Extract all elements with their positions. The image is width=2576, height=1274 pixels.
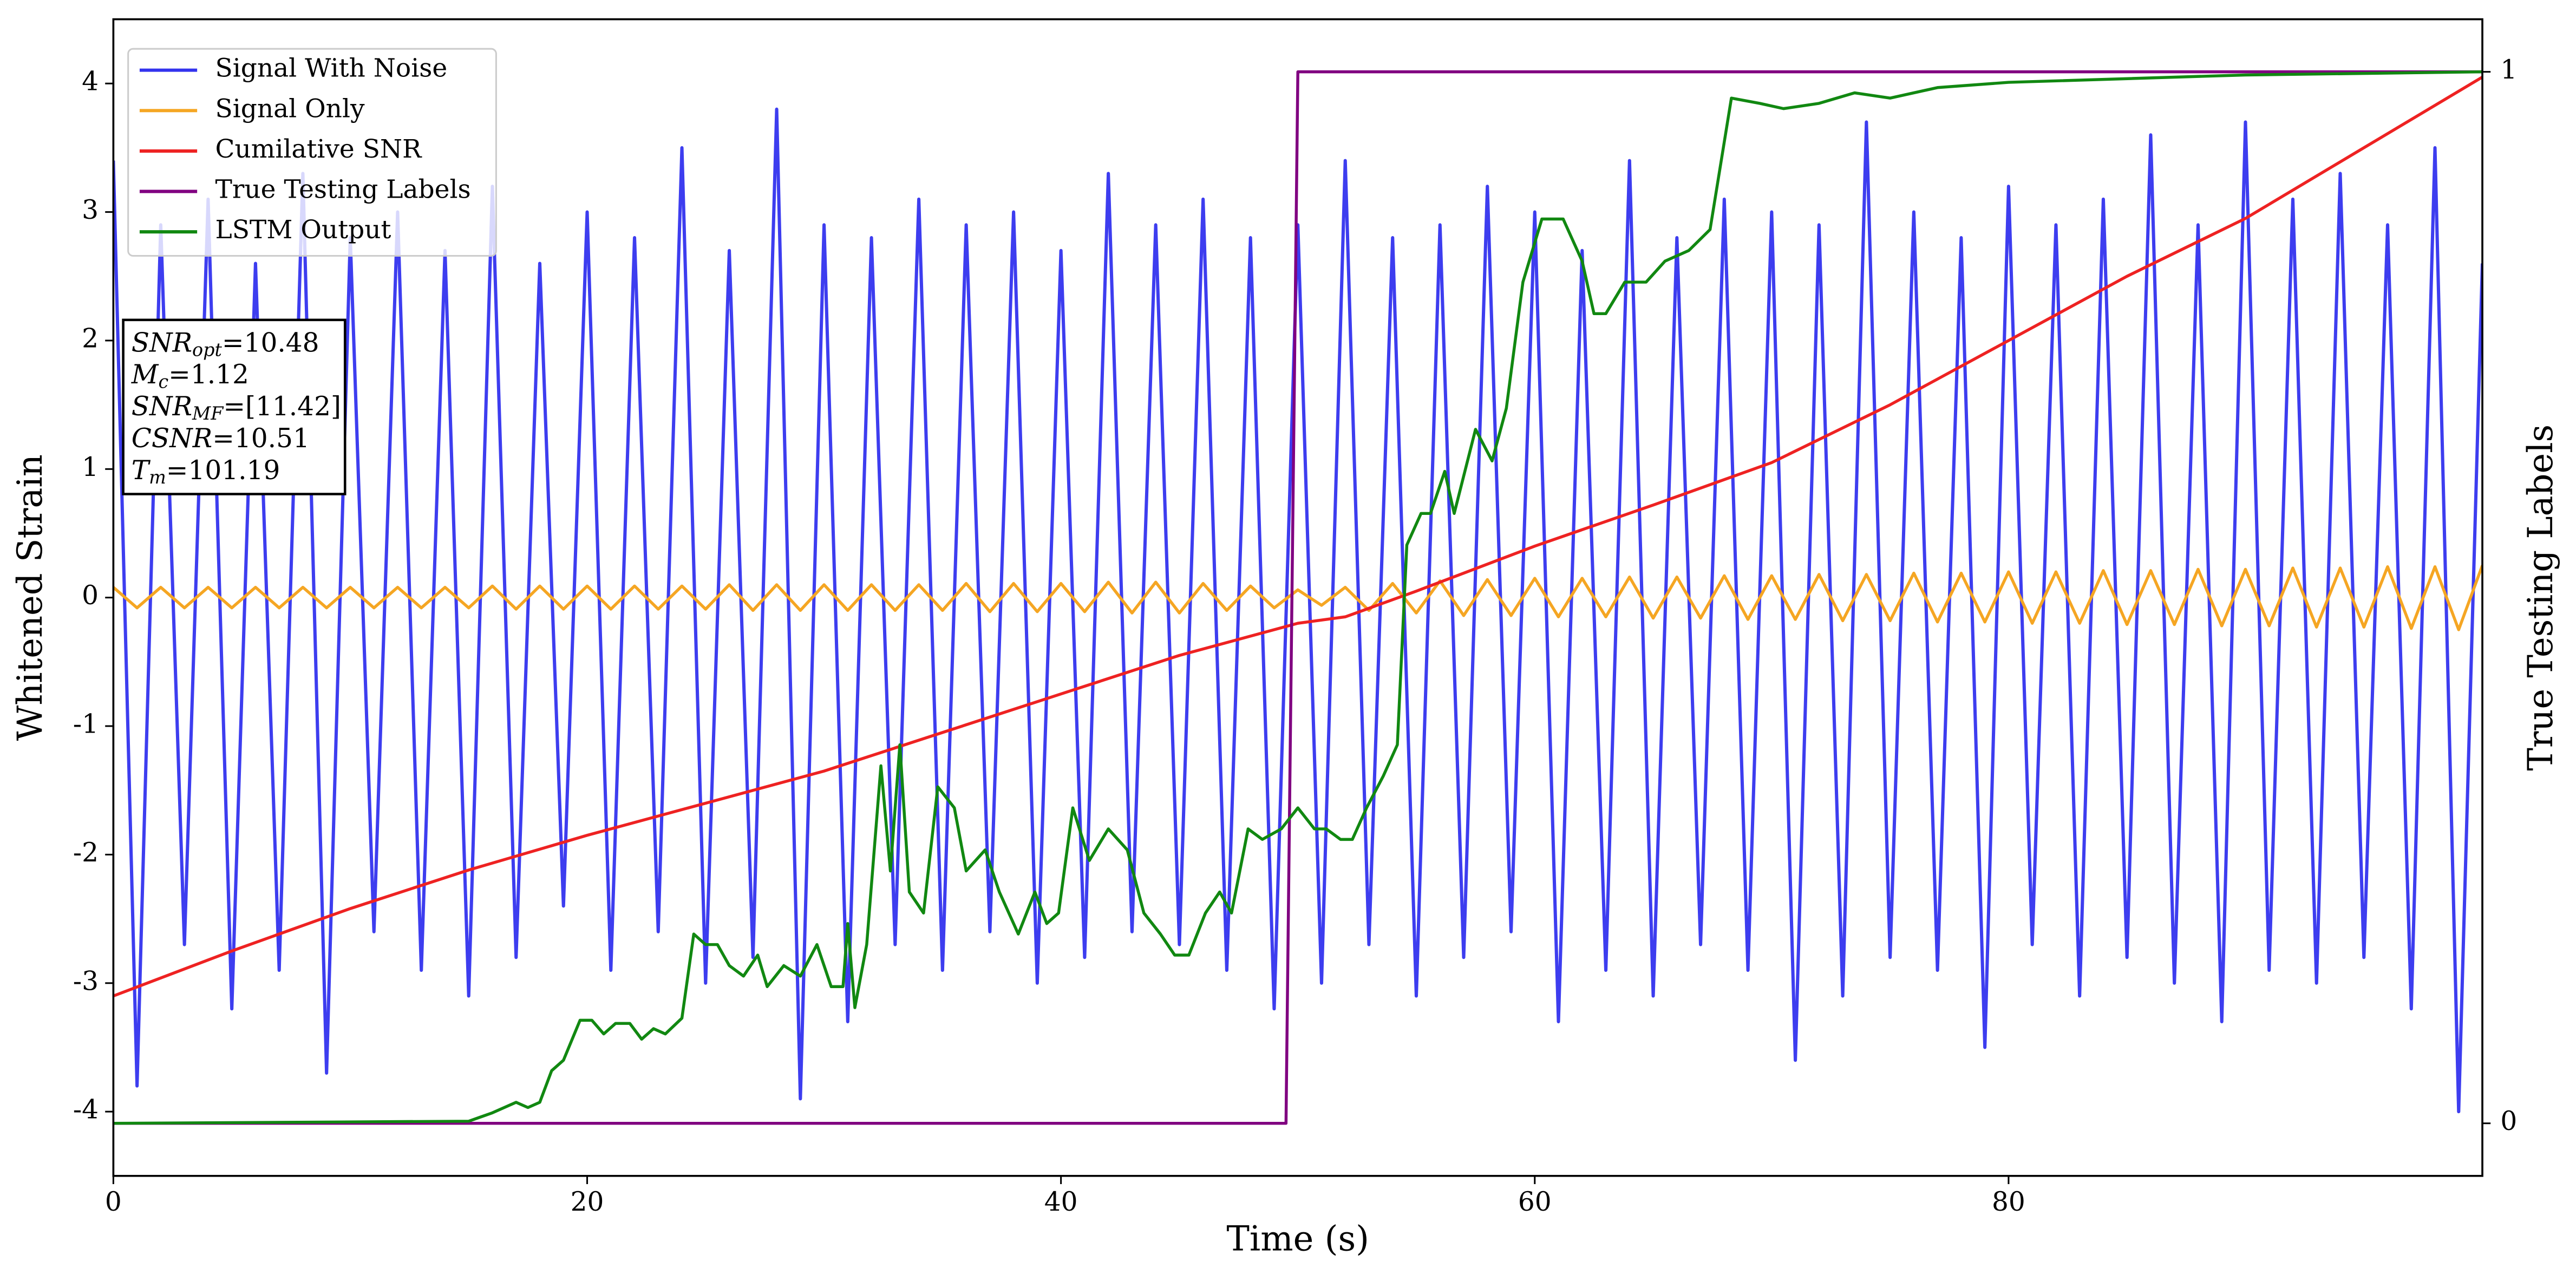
y-tick-label: 4 [82,67,99,97]
annotation-symbol: CSNR [132,423,212,453]
legend: Signal With Noise Signal Only Cumilative S… [127,48,497,257]
annotation-line: SNRMF=[11.42] [132,391,341,424]
annotation-symbol: SNR [132,328,192,358]
y2-tick-label: 1 [2500,55,2517,85]
legend-label: LSTM Output [215,215,391,245]
annotation: SNRopt=10.48Mc=1.12SNRMF=[11.42]CSNR=10.… [122,318,346,495]
annotation-box [122,318,346,495]
annotation-line: CSNR=10.51 [132,423,310,453]
annotation-value: =10.51 [212,423,310,453]
series-line [113,76,2483,998]
x-tick-label: 80 [1992,1187,2025,1217]
series-line [113,565,2483,631]
annotation-symbol: SNR [132,391,192,422]
x-axis-label: Time (s) [1226,1219,1369,1259]
y2-tick-label: 0 [2500,1106,2517,1136]
annotation-line: Mc=1.12 [131,360,249,393]
y-tick-label: -2 [73,838,99,868]
annotation-line: SNRopt=10.48 [132,328,319,361]
annotation-subscript: opt [192,339,222,361]
x-tick-label: 60 [1518,1187,1552,1217]
legend-label: True Testing Labels [215,175,471,205]
legend-label: Signal With Noise [215,54,448,83]
annotation-subscript: m [149,467,166,488]
annotation-line: Tm=101.19 [132,455,280,488]
legend-box [127,48,497,257]
annotation-symbol: T [132,455,151,485]
annotation-symbol: M [131,360,159,390]
x-tick-label: 20 [571,1187,604,1217]
y-tick-label: 2 [82,323,99,354]
annotation-subscript: MF [192,403,224,424]
y-tick-label: -3 [73,966,99,996]
legend-label: Cumilative SNR [215,134,423,164]
y-tick-label: 1 [82,452,99,482]
y-tick-label: 3 [82,195,99,225]
annotation-subscript: c [158,371,168,392]
y-tick-label: -1 [73,709,99,740]
y-tick-label: -4 [73,1095,99,1125]
annotation-value: =[11.42] [223,391,341,422]
annotation-value: =101.19 [166,455,280,485]
x-tick-label: 40 [1044,1187,1078,1217]
annotation-value: =10.48 [222,328,319,358]
legend-label: Signal Only [215,94,365,123]
series-line [113,107,2483,1114]
y-tick-label: 0 [82,580,99,611]
series-line [113,70,2483,1125]
series-line [113,70,2483,1125]
y-axis-label: Whitened Strain [10,454,50,741]
y2-axis-label: True Testing Labels [2521,424,2561,771]
annotation-value: =1.12 [168,360,249,390]
x-tick-label: 0 [105,1187,122,1217]
